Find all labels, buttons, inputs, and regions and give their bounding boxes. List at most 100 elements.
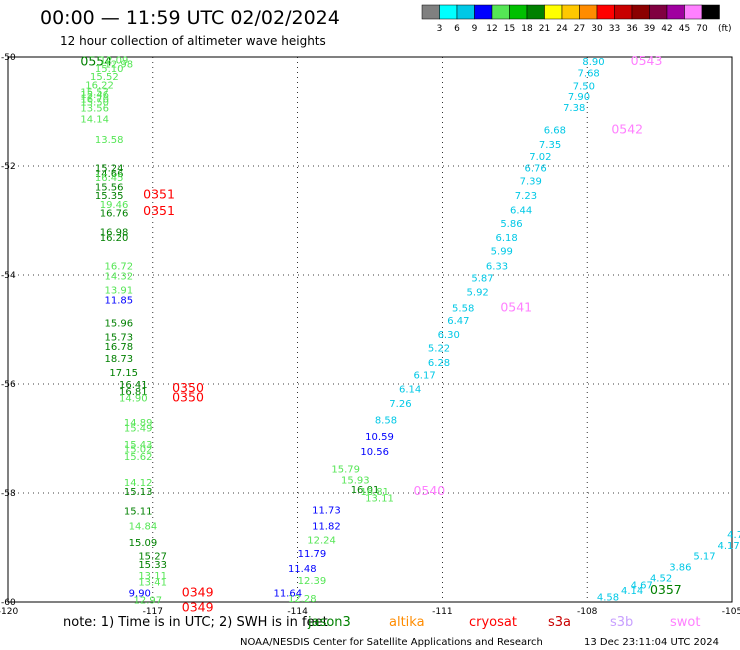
colorbar-swatch [544,4,563,20]
colorbar-swatch [421,4,440,20]
wave-height-label: 15.49 [124,424,153,435]
pass-time-label: 0357 [650,582,682,597]
wave-height-label: 7.90 [568,92,590,103]
colorbar-tick-label: 33 [609,24,620,34]
pass-time-label: 0349 [182,585,214,600]
generated-timestamp: 13 Dec 23:11:04 UTC 2024 [584,637,719,648]
x-tick-label: -114 [287,607,308,617]
y-tick-label: -60 [1,598,16,608]
credit-line: NOAA/NESDIS Center for Satellite Applica… [240,637,543,648]
wave-height-label: 18.73 [105,354,134,365]
wave-height-label: 8.90 [582,57,604,68]
x-tick-label: -117 [143,607,163,617]
wave-height-label: 7.35 [539,140,561,151]
wave-height-label: 15.27 [138,552,167,563]
wave-height-label: 6.14 [399,384,421,395]
wave-height-label: 5.22 [428,343,450,354]
wave-height-label: 4.17 [718,541,740,552]
colorbar-unit: (ft) [718,24,732,34]
colorbar-swatch [649,4,668,20]
colorbar-tick-label: 30 [591,24,603,34]
mission-legend-item: altika [389,615,425,630]
wave-height-label: 6.18 [495,233,517,244]
wave-height-label: 15.96 [105,318,134,329]
wave-height-label: 6.28 [428,358,450,369]
colorbar-tick-label: 42 [661,24,672,34]
wave-height-label: 13.41 [138,577,167,588]
wave-height-label: 12.28 [288,594,317,605]
wave-height-label: 14.12 [124,478,153,489]
wave-height-label: 5.86 [500,219,522,230]
colorbar-swatch [561,4,580,20]
wave-height-label: 11.48 [288,564,317,575]
wave-height-label: 6.33 [486,262,508,273]
wave-height-label: 6.30 [438,330,460,341]
chart-title: 00:00 — 11:59 UTC 02/02/2024 [40,7,340,29]
pass-time-label: 0349 [182,599,214,614]
colorbar-swatch [701,4,720,20]
wave-height-label: 5.87 [471,274,493,285]
wave-height-label: 11.73 [312,505,341,516]
wave-height-label: 16.76 [100,208,129,219]
colorbar-tick-label: 45 [679,24,690,34]
wave-height-label: 7.26 [389,399,411,410]
wave-height-label: 6.44 [510,206,532,217]
wave-height-label: 5.92 [467,287,489,298]
pass-time-label: 0350 [172,390,204,405]
wave-height-label: 10.56 [360,447,389,458]
colorbar-swatch [526,4,545,20]
colorbar-swatch [614,4,633,20]
colorbar-swatch [491,4,510,20]
pass-time-label: 0554 [80,53,112,68]
chart-subtitle: 12 hour collection of altimeter wave hei… [60,34,326,48]
wave-height-label: 11.79 [298,549,327,560]
colorbar-swatch [439,4,458,20]
colorbar-swatch [579,4,598,20]
wave-height-label: 7.23 [515,191,537,202]
x-tick-label: -108 [577,607,598,617]
mission-legend-item: s3a [548,615,571,630]
wave-height-label: 4.75 [727,530,740,541]
pass-time-label: 0540 [413,483,445,498]
wave-height-label: 12.09 [100,56,129,67]
colorbar-tick-label: 39 [644,24,656,34]
wave-height-label: 6.17 [413,371,435,382]
wave-height-label: 14.32 [105,272,134,283]
wave-height-label: 16.41 [119,380,148,391]
wave-height-label: 16.98 [100,227,129,238]
wave-height-label: 14.14 [80,115,109,126]
plot-frame [7,56,733,603]
plot-area: -120 -117 -114 -111 -108 -105 -50 -52 -54 -56 -58 -… [0,53,740,617]
wave-height-label: 17.15 [109,368,138,379]
wave-height-label: 14.66 [95,169,124,180]
wave-height-label: 4.67 [631,581,653,592]
wave-height-label: 5.17 [693,552,715,563]
wave-height-label: 6.68 [544,125,566,136]
note-prefix: note: 1) Time is in UTC; 2) SWH is in fe… [63,615,328,630]
wave-height-label: 14.84 [129,522,158,533]
colorbar-swatch [631,4,650,20]
wave-height-label: 19.46 [100,200,129,211]
wave-height-label: 15.57 [80,87,109,98]
wave-height-label: 16.70 [80,94,109,105]
colorbar-swatch [456,4,475,20]
wave-height-label: 10.59 [365,432,394,443]
pass-time-label: 0541 [500,300,532,315]
colorbar-tick-label: 27 [574,24,585,34]
mission-legend-item: jason3 [307,615,351,630]
wave-height-label: 15.11 [124,506,153,517]
x-tick-label: -105 [722,607,740,617]
colorbar-swatch [509,4,528,20]
wave-height-label: 15.52 [90,72,119,83]
footer-note: note: 1) Time is in UTC; 2) SWH is in fe… [63,615,328,630]
wave-height-label: 15.33 [138,560,167,571]
wave-height-label: 15.10 [95,64,124,75]
wave-height-label: 4.58 [597,593,619,604]
wave-height-label: 16.78 [105,342,134,353]
wave-height-label: 8.58 [375,415,397,426]
pass-time-label: 0543 [631,53,663,68]
pass-time-label: 0351 [143,186,175,201]
colorbar: 3 6 9 12 15 18 21 24 27 30 33 36 39 42 45 70 [421,4,720,34]
colorbar-swatch [684,4,703,20]
